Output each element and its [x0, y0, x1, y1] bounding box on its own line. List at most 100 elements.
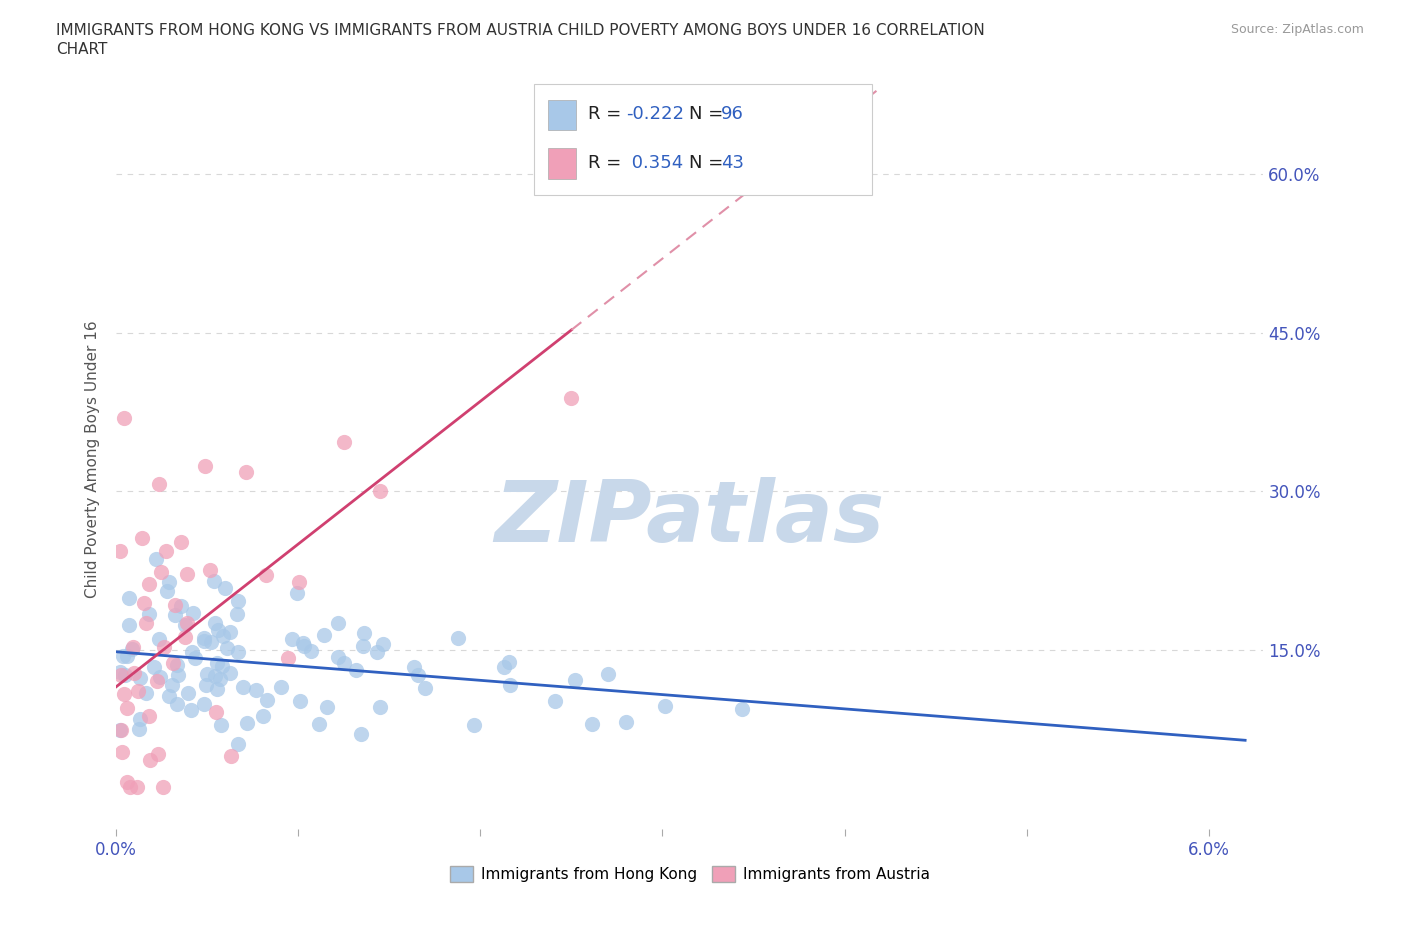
Point [290, 693, 312, 708]
Point [157, 688, 180, 703]
Point [254, 567, 277, 582]
Point [218, 625, 240, 640]
Point [138, 709, 160, 724]
Point [160, 677, 183, 692]
Point [226, 606, 249, 621]
Point [129, 712, 152, 727]
Point [115, 775, 138, 790]
Point [200, 634, 222, 649]
Point [202, 573, 225, 588]
Point [117, 648, 139, 663]
Point [211, 658, 233, 673]
Point [371, 637, 394, 652]
Point [118, 618, 141, 632]
Point [277, 650, 299, 665]
Point [152, 639, 174, 654]
Point [205, 656, 228, 671]
Point [316, 700, 339, 715]
Point [194, 458, 217, 473]
Point [209, 718, 232, 733]
Point [121, 642, 143, 657]
Point [235, 715, 257, 730]
Point [163, 597, 186, 612]
Point [122, 640, 145, 655]
Point [149, 670, 172, 684]
Point [494, 659, 516, 674]
Text: 43: 43 [721, 153, 744, 172]
Point [544, 693, 567, 708]
Point [326, 650, 349, 665]
Point [332, 434, 354, 449]
Point [138, 606, 160, 621]
Point [614, 714, 637, 729]
Point [114, 668, 136, 683]
Point [112, 410, 135, 425]
Point [207, 682, 229, 697]
Point [167, 668, 190, 683]
Point [146, 673, 169, 688]
Point [463, 718, 485, 733]
Point [146, 746, 169, 761]
Point [127, 684, 149, 698]
Point [145, 551, 167, 566]
Text: R =: R = [588, 153, 627, 172]
Point [270, 679, 292, 694]
Point [207, 623, 229, 638]
Point [163, 607, 186, 622]
Point [256, 693, 278, 708]
Text: 96: 96 [721, 105, 744, 124]
Point [162, 656, 184, 671]
Point [281, 631, 304, 646]
Point [120, 779, 142, 794]
Point [287, 586, 309, 601]
Point [193, 697, 215, 711]
Point [131, 531, 153, 546]
Point [135, 686, 157, 701]
Point [404, 660, 426, 675]
Point [156, 584, 179, 599]
Point [198, 563, 221, 578]
Point [176, 685, 198, 700]
Point [245, 683, 267, 698]
Text: 0.354: 0.354 [626, 153, 683, 172]
Point [128, 722, 150, 737]
Point [176, 616, 198, 631]
Point [138, 752, 160, 767]
Text: Source: ZipAtlas.com: Source: ZipAtlas.com [1230, 23, 1364, 36]
Point [152, 779, 174, 794]
Point [108, 543, 131, 558]
Point [332, 656, 354, 671]
Point [148, 631, 170, 646]
Point [219, 666, 242, 681]
Point [370, 699, 392, 714]
Point [352, 639, 374, 654]
Point [211, 629, 233, 644]
Point [155, 543, 177, 558]
Point [135, 616, 157, 631]
Point [232, 679, 254, 694]
Point [294, 638, 316, 653]
Point [157, 575, 180, 590]
Point [499, 678, 522, 693]
Point [415, 681, 437, 696]
Point [181, 605, 204, 620]
Point [148, 477, 170, 492]
Point [110, 668, 132, 683]
Text: ZIPatlas: ZIPatlas [495, 477, 884, 560]
Point [204, 669, 226, 684]
Point [174, 630, 197, 644]
Point [498, 655, 520, 670]
Point [204, 616, 226, 631]
Point [193, 634, 215, 649]
Point [235, 465, 257, 480]
Point [205, 704, 228, 719]
Point [366, 644, 388, 659]
Point [349, 727, 371, 742]
Point [112, 686, 135, 701]
Point [195, 667, 218, 682]
Point [226, 737, 249, 751]
Point [110, 723, 132, 737]
Point [108, 722, 131, 737]
Point [328, 616, 350, 631]
Point [314, 628, 336, 643]
